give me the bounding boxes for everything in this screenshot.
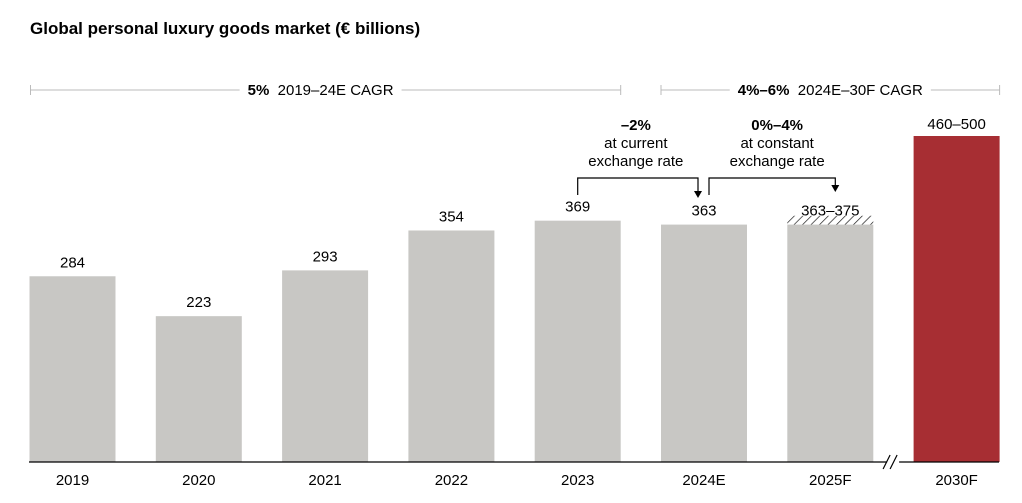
cagr-label-1: 5% 2019–24E CAGR <box>248 82 394 99</box>
bar-2023 <box>534 220 621 462</box>
bar-2021 <box>282 270 369 462</box>
bar-2024e <box>661 224 747 462</box>
growth-arrow-1 <box>577 177 699 195</box>
x-tick-2030f: 2030F <box>935 472 978 489</box>
growth-note-2: at constant <box>740 135 814 152</box>
growth-note-2: exchange rate <box>730 153 825 170</box>
chart-title: Global personal luxury goods market (€ b… <box>30 19 421 38</box>
growth-note-1: exchange rate <box>588 153 683 170</box>
axis-break-mark <box>889 454 898 470</box>
growth-value-2: 0%–4% <box>751 117 803 134</box>
data-label-2024e: 363 <box>691 203 716 220</box>
growth-arrow-2 <box>708 177 836 195</box>
data-label-2023: 369 <box>565 199 590 216</box>
data-label-2022: 354 <box>439 208 464 225</box>
growth-value-1: –2% <box>621 117 651 134</box>
bar-2019 <box>29 276 116 462</box>
axis-break-mark <box>882 454 891 470</box>
cagr-label-2: 4%–6% 2024E–30F CAGR <box>738 82 923 99</box>
bar-2022 <box>408 230 495 462</box>
bar-2025f <box>787 224 874 462</box>
data-label-2030f: 460–500 <box>927 116 985 133</box>
data-label-2021: 293 <box>313 248 338 265</box>
x-tick-2021: 2021 <box>308 472 341 489</box>
bar-2030f <box>913 136 1000 462</box>
data-label-2025f: 363–375 <box>801 203 859 220</box>
x-tick-2025f: 2025F <box>809 472 852 489</box>
x-tick-2023: 2023 <box>561 472 594 489</box>
data-label-2019: 284 <box>60 254 85 271</box>
range-hatch-2025f <box>787 215 874 225</box>
growth-note-1: at current <box>604 135 668 152</box>
arrow-head-2 <box>831 185 840 192</box>
bar-2020 <box>155 316 242 462</box>
x-tick-2020: 2020 <box>182 472 215 489</box>
x-tick-2022: 2022 <box>435 472 468 489</box>
x-tick-2019: 2019 <box>56 472 89 489</box>
arrow-head-1 <box>694 191 702 198</box>
x-tick-2024e: 2024E <box>682 472 725 489</box>
data-label-2020: 223 <box>186 294 211 311</box>
